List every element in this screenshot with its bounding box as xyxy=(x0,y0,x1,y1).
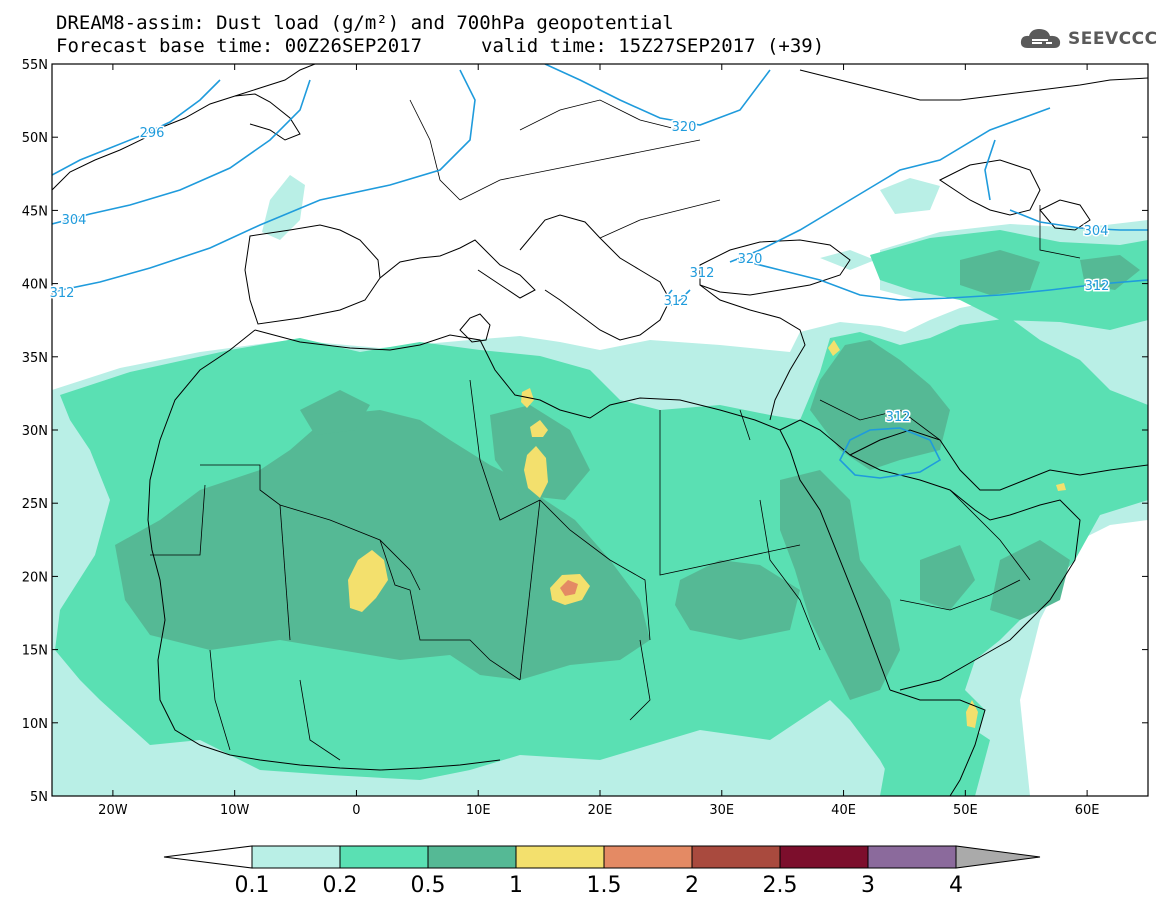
colorbar-label: 0.2 xyxy=(322,873,358,898)
colorbar-segment xyxy=(867,845,957,869)
forecast-base-time: Forecast base time: 00Z26SEP2017 xyxy=(56,35,423,57)
geopotential-contours xyxy=(52,64,1148,479)
colorbar-segment xyxy=(603,845,693,869)
dust-fields xyxy=(52,64,1148,796)
coastlines xyxy=(52,64,1148,796)
map-title: DREAM8-assim: Dust load (g/m²) and 700hP… xyxy=(56,12,674,34)
dust-level-0.5 xyxy=(115,250,1140,700)
colorbar-segment xyxy=(251,845,341,869)
lon-tick-label: 10W xyxy=(220,803,250,818)
colorbar-segment xyxy=(691,845,781,869)
colorbar-label: 0.5 xyxy=(410,873,446,898)
cloud-icon xyxy=(1020,29,1061,48)
country-borders xyxy=(150,99,1081,761)
logo-text: SEEVCCC xyxy=(1068,29,1158,49)
colorbar xyxy=(163,845,1041,869)
contour-label: 320 xyxy=(672,120,697,135)
colorbar-segment xyxy=(163,845,253,869)
lat-tick-label: 55N xyxy=(22,58,48,73)
lat-tick-label: 20N xyxy=(22,570,48,585)
valid-time: valid time: 15Z27SEP2017 (+39) xyxy=(481,35,825,57)
dust-level-1.5 xyxy=(560,580,578,596)
contour-label: 304 xyxy=(1084,224,1109,239)
contour-label: 312 xyxy=(690,266,715,281)
colorbar-label: 1 xyxy=(509,873,523,898)
lon-tick-label: 0 xyxy=(352,803,360,818)
lat-tick-label: 10N xyxy=(22,717,48,732)
latitude-axis: 55N 50N 45N 40N 35N 30N 25N 20N 15N 10N 5N xyxy=(22,58,1148,805)
lat-tick-label: 5N xyxy=(30,790,48,805)
lon-tick-label: 20E xyxy=(588,803,613,818)
lon-tick-label: 20W xyxy=(98,803,128,818)
contour-label: 296 xyxy=(140,126,165,141)
contour-label: 312 xyxy=(664,294,689,309)
colorbar-segment xyxy=(515,845,605,869)
contour-label: 304 xyxy=(62,213,87,228)
contour-label: 312 xyxy=(1085,279,1110,294)
longitude-axis: 20W 10W 0 10E 20E 30E 40E 50E 60E xyxy=(98,64,1099,818)
lat-tick-label: 50N xyxy=(22,131,48,146)
colorbar-label: 2.5 xyxy=(762,873,798,898)
lon-tick-label: 30E xyxy=(709,803,734,818)
lon-tick-label: 50E xyxy=(953,803,978,818)
lat-tick-label: 40N xyxy=(22,278,48,293)
colorbar-label: 3 xyxy=(861,873,875,898)
lat-tick-label: 45N xyxy=(22,204,48,219)
colorbar-label: 1.5 xyxy=(586,873,622,898)
colorbar-label: 2 xyxy=(685,873,699,898)
lon-tick-label: 10E xyxy=(466,803,491,818)
lon-tick-label: 40E xyxy=(831,803,856,818)
colorbar-segment xyxy=(779,845,869,869)
contour-label: 312 xyxy=(50,286,75,301)
dust-level-1 xyxy=(348,340,1066,728)
colorbar-label: 4 xyxy=(949,873,963,898)
lat-tick-label: 30N xyxy=(22,424,48,439)
lat-tick-label: 35N xyxy=(22,351,48,366)
lat-tick-label: 15N xyxy=(22,644,48,659)
colorbar-segment xyxy=(339,845,429,869)
lon-tick-label: 60E xyxy=(1075,803,1100,818)
lat-tick-label: 25N xyxy=(22,497,48,512)
contour-label: 312 xyxy=(886,410,911,425)
seevccc-logo: SEEVCCC xyxy=(1018,26,1158,52)
colorbar-segment xyxy=(427,845,517,869)
contour-label: 320 xyxy=(738,252,763,267)
colorbar-segment xyxy=(955,845,1041,869)
colorbar-label: 0.1 xyxy=(234,873,270,898)
